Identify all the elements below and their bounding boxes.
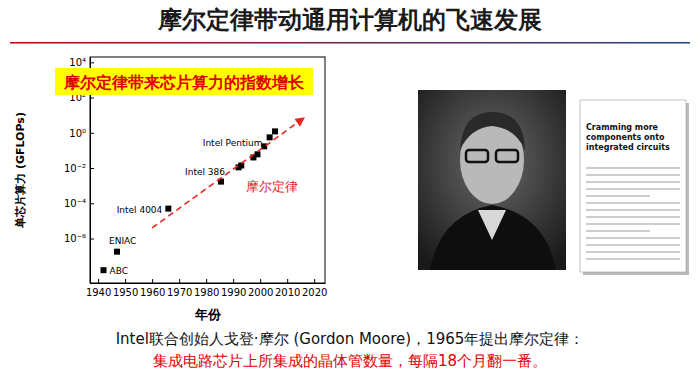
paper-text-line [586,209,680,211]
y-tick: 10⁻² [64,163,94,174]
data-point [267,134,273,140]
tick-mark [233,279,234,283]
paper-text-line [586,216,680,218]
x-tick: 1980 [194,279,219,298]
tick-label: 1970 [167,287,192,298]
photo-glasses [466,150,488,162]
y-tick: 10⁻⁶ [64,233,94,244]
tick-label: 2020 [302,287,327,298]
title-rule [10,42,690,44]
tick-label: 1990 [221,287,246,298]
photo-bg [418,90,566,270]
tick-label: 1980 [194,287,219,298]
tick-mark [287,279,288,283]
point-label: Intel 4004 [117,205,163,215]
tick-label: 10⁻⁶ [64,233,86,244]
paper-text-line [586,174,680,176]
photo-glasses [496,150,518,162]
paper-text-line [586,237,680,239]
data-point [114,249,120,255]
x-tick: 2010 [275,279,300,298]
tick-label: 1940 [86,287,111,298]
x-tick: 1960 [140,279,165,298]
paper-text-line [586,188,680,190]
tick-label: 10⁰ [69,127,86,138]
slide: 摩尔定律带动通用计算机的飞速发展10⁻⁶10⁻⁴10⁻²10⁰10²10⁴194… [0,0,700,379]
tick-mark [125,279,126,283]
tick-label: 1950 [113,287,138,298]
tick-mark [90,168,94,169]
paper-thumbnail: Cramming morecomponents ontointegrated c… [580,100,689,275]
tick-label: 2000 [248,287,273,298]
data-point [165,206,171,212]
paper-text-line [586,244,680,246]
x-tick: 1950 [113,279,138,298]
paper-text-line [586,230,650,232]
trend-line [152,118,303,228]
point-label: ABC [110,266,128,276]
tick-mark [90,203,94,204]
y-tick: 10⁴ [69,57,94,68]
photo-hair [460,112,525,150]
paper-title: Cramming morecomponents ontointegrated c… [586,123,670,152]
callout-text: 摩尔定律带来芯片算力的指数增长 [63,73,305,92]
paper-text-line [586,202,680,204]
mark-labels: ABC ENIAC Intel 4004 Intel 386 Intel Pentium… [109,138,298,276]
tick-mark [90,62,94,63]
x-tick: 1970 [167,279,192,298]
x-tick: 1940 [86,279,111,298]
title: 摩尔定律带动通用计算机的飞速发展 [157,6,542,34]
paper-text-line [586,167,680,169]
tick-mark [314,279,315,283]
tick-label: 2010 [275,287,300,298]
y-tick: 10⁰ [69,127,94,138]
data-point [101,267,107,273]
tick-mark [90,98,94,99]
paper-text-line [586,195,650,197]
tick-label: 10⁻² [64,163,86,174]
tick-mark [206,279,207,283]
x-axis-title: 年份 [194,307,222,322]
tick-label: 1960 [140,287,165,298]
tick-mark [260,279,261,283]
paper-page [580,100,686,272]
tick-mark [152,279,153,283]
tick-mark [90,133,94,134]
point-label: Intel 386 [185,167,225,177]
callout-box [55,68,313,95]
axis-line [91,283,326,284]
x-tick: 2020 [302,279,327,298]
paper-text-line [586,223,680,225]
photo-shirt [478,210,506,240]
data-point [254,151,260,157]
plot-area [101,118,304,273]
paper-text-line [586,258,680,260]
tick-mark [90,239,94,240]
paper-text-line [586,181,680,183]
tick-mark [98,279,99,283]
x-tick: 2000 [248,279,273,298]
paper-text-line [586,251,680,253]
portrait-photo [418,90,566,270]
caption-line: 集成电路芯片上所集成的晶体管数量，每隔18个月翻一番。 [153,352,547,370]
data-point [272,128,278,134]
point-label: Intel Pentium [203,138,263,148]
tick-mark [179,279,180,283]
x-tick: 1990 [221,279,246,298]
point-label: ENIAC [109,236,136,246]
photo-suit [430,205,556,270]
x-axis: 194019501960197019801990200020102020 [86,279,328,298]
y-tick: 10⁻⁴ [64,198,94,209]
tick-label: 10⁴ [69,57,86,68]
line-label: 摩尔定律 [246,179,298,194]
caption-line: Intel联合创始人戈登·摩尔 (Gordon Moore)，1965年提出摩尔… [116,330,585,348]
y-axis-title: 单芯片算力 (GFLOPs) [14,112,27,229]
tick-label: 10⁻⁴ [64,198,86,209]
